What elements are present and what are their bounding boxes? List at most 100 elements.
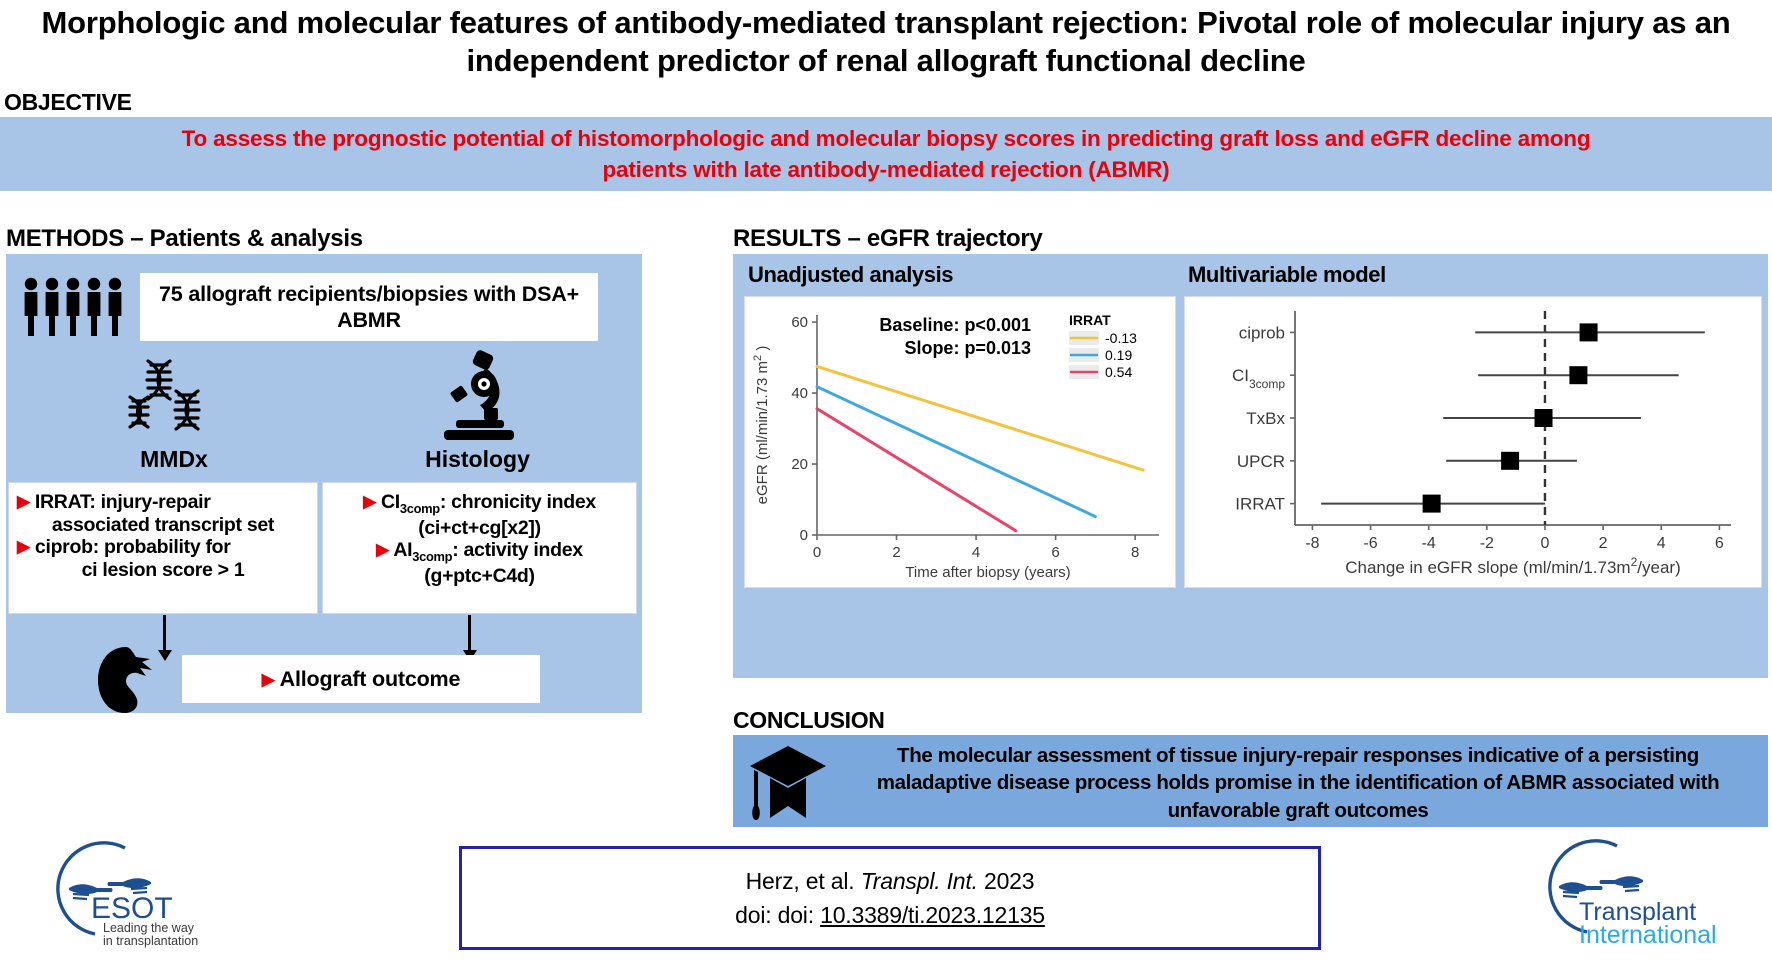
x-tick-label: -8 — [1305, 535, 1319, 552]
people-icon — [24, 277, 122, 336]
legend-label-2: 0.54 — [1105, 364, 1132, 380]
hist-item-1-prefix: CI — [381, 491, 400, 513]
mmdx-item-1: ▶ IRRAT: injury-repair — [17, 491, 309, 514]
y-tick-label: 40 — [791, 385, 808, 402]
objective-banner: To assess the prognostic potential of hi… — [0, 117, 1772, 191]
egfr-trajectory-chart: 0 20 40 60 0 2 4 6 8 Time after biopsy (years) eGF… — [744, 296, 1176, 588]
x-tick-label: 6 — [1051, 544, 1059, 561]
y-tick-label: 60 — [791, 314, 808, 331]
bullet-triangle-icon: ▶ — [363, 492, 376, 511]
kidney-icon — [98, 647, 152, 713]
cohort-text: 75 allograft recipients/biopsies with DS… — [159, 281, 579, 332]
legend-label-0: -0.13 — [1105, 330, 1137, 346]
x-axis-title: Time after biopsy (years) — [905, 564, 1070, 581]
x-tick-label: 8 — [1131, 544, 1139, 561]
x-tick-label: -6 — [1363, 535, 1377, 552]
hist-item-1-rest: : chronicity index — [439, 491, 596, 513]
x-tick-label: 2 — [1599, 535, 1608, 552]
histology-definitions-box: ▶ CI3comp: chronicity index (ci+ct+cg[x2… — [322, 482, 637, 614]
citation-doi-link[interactable]: 10.3389/ti.2023.12135 — [820, 902, 1045, 928]
chart-annotation-1: Slope: p=0.013 — [904, 338, 1031, 358]
x-tick-label: -4 — [1422, 535, 1436, 552]
microscope-icon — [444, 350, 514, 440]
citation-doi-prefix: doi: doi: — [735, 902, 821, 928]
page-title: Morphologic and molecular features of an… — [41, 5, 1731, 78]
x-tick-label: 4 — [972, 544, 980, 561]
y-tick-label: 0 — [800, 527, 808, 544]
dna-icon — [128, 359, 201, 431]
flow-arrow-right — [468, 615, 471, 653]
bullet-triangle-icon: ▶ — [17, 537, 30, 557]
forest-point-estimate — [1422, 494, 1441, 513]
forest-point-estimate — [1534, 409, 1553, 427]
unadjusted-chart-title: Unadjusted analysis — [748, 262, 954, 287]
conclusion-banner — [733, 735, 1768, 827]
forest-plot-svg: ciprob CI3comp TxBx UPCR IRRAT -8 -6 -4 -2 0 2 4 6 Ch… — [1232, 311, 1731, 577]
cohort-box: 75 allograft recipients/biopsies with DS… — [140, 273, 598, 341]
objective-section-label: OBJECTIVE — [4, 89, 132, 115]
flow-arrow-left — [163, 615, 166, 653]
hist-item-2-rest: : activity index — [452, 539, 583, 562]
mmdx-item-2: ▶ ciprob: probability for — [17, 536, 309, 559]
x-tick-label: 0 — [1541, 535, 1550, 552]
citation-journal: Transpl. Int. — [860, 867, 978, 894]
citation-line-2: doi: doi: 10.3389/ti.2023.12135 — [735, 898, 1045, 933]
esot-logo-name: ESOT — [91, 892, 173, 925]
conclusion-text: The molecular assessment of tissue injur… — [876, 744, 1720, 822]
forest-point-estimate — [1579, 323, 1598, 342]
x-axis-title: Change in eGFR slope (ml/min/1.73m2/year… — [1345, 555, 1681, 577]
hist-item-1-cont: (ci+ct+cg[x2]) — [418, 516, 541, 539]
mmdx-definitions-box: ▶ IRRAT: injury-repair associated transc… — [8, 482, 318, 614]
citation-box: Herz, et al. Transpl. Int. 2023 doi: doi… — [459, 846, 1321, 950]
mmdx-item-2-cont: ci lesion score > 1 — [81, 558, 245, 581]
mmdx-item-1-cont: associated transcript set — [51, 513, 275, 536]
conclusion-section-label: CONCLUSION — [733, 707, 885, 733]
forest-row-label: TxBx — [1246, 409, 1285, 428]
trend-line--0.13 — [815, 364, 1145, 472]
citation-authors: Herz, et al. — [745, 867, 861, 894]
hist-item-2-cont: (g+ptc+C4d) — [424, 565, 535, 588]
multivariable-chart-title: Multivariable model — [1188, 262, 1386, 287]
mmdx-item-2-line1: ciprob: probability for — [34, 536, 231, 559]
hist-item-1-sub: 3comp — [399, 500, 440, 516]
hist-item-2: ▶ AI3comp: activity index — [331, 539, 628, 565]
forest-plot-chart: ciprob CI3comp TxBx UPCR IRRAT -8 -6 -4 -2 0 2 4 6 Ch… — [1184, 296, 1762, 588]
ti-logo-name-2: International — [1579, 921, 1717, 949]
forest-row-label: CI3comp — [1232, 366, 1285, 391]
ti-logo-name-1: Transplant — [1579, 898, 1696, 926]
chart-annotation-0: Baseline: p<0.001 — [879, 315, 1031, 335]
x-tick-label: 4 — [1657, 535, 1666, 552]
esot-logo: ESOT Leading the way in transplantation — [56, 841, 198, 948]
transplant-international-logo: Transplant International — [1548, 839, 1717, 949]
mmdx-item-1-line1: IRRAT: injury-repair — [34, 491, 211, 513]
egfr-chart-svg: 0 20 40 60 0 2 4 6 8 Time after biopsy (years) eGF… — [752, 312, 1159, 581]
bullet-triangle-icon: ▶ — [17, 492, 30, 511]
histology-label: Histology — [425, 446, 530, 472]
bullet-triangle-icon: ▶ — [376, 540, 389, 560]
forest-row-label: ciprob — [1239, 323, 1285, 342]
x-tick-label: -2 — [1480, 535, 1494, 552]
legend-title: IRRAT — [1069, 312, 1111, 328]
bullet-triangle-icon: ▶ — [261, 669, 275, 689]
hist-item-1: ▶ CI3comp: chronicity index — [331, 491, 628, 517]
x-tick-label: 0 — [813, 544, 821, 561]
forest-row-label: UPCR — [1237, 452, 1285, 471]
mmdx-label: MMDx — [140, 446, 208, 472]
allograft-outcome-text: Allograft outcome — [279, 666, 461, 691]
x-tick-label: 6 — [1715, 535, 1724, 552]
x-tick-label: 2 — [892, 544, 900, 561]
trend-line-0.19 — [815, 385, 1097, 519]
graduation-cap-icon — [750, 746, 826, 820]
y-tick-label: 20 — [791, 456, 808, 473]
methods-section-label: METHODS – Patients & analysis — [6, 225, 363, 252]
forest-point-estimate — [1569, 366, 1588, 385]
hist-item-2-prefix: AI — [393, 539, 413, 562]
citation-line-1: Herz, et al. Transpl. Int. 2023 — [746, 864, 1035, 899]
y-axis-title: eGFR (ml/min/1.73 m2 ) — [752, 346, 771, 505]
esot-logo-tagline-2: in transplantation — [103, 934, 198, 948]
esot-logo-tagline-1: Leading the way — [103, 921, 195, 935]
allograft-outcome-row: ▶ Allograft outcome — [261, 666, 461, 692]
hist-item-2-sub: 3comp — [412, 549, 453, 565]
legend-label-1: 0.19 — [1105, 347, 1132, 363]
results-section-label: RESULTS – eGFR trajectory — [733, 225, 1043, 252]
